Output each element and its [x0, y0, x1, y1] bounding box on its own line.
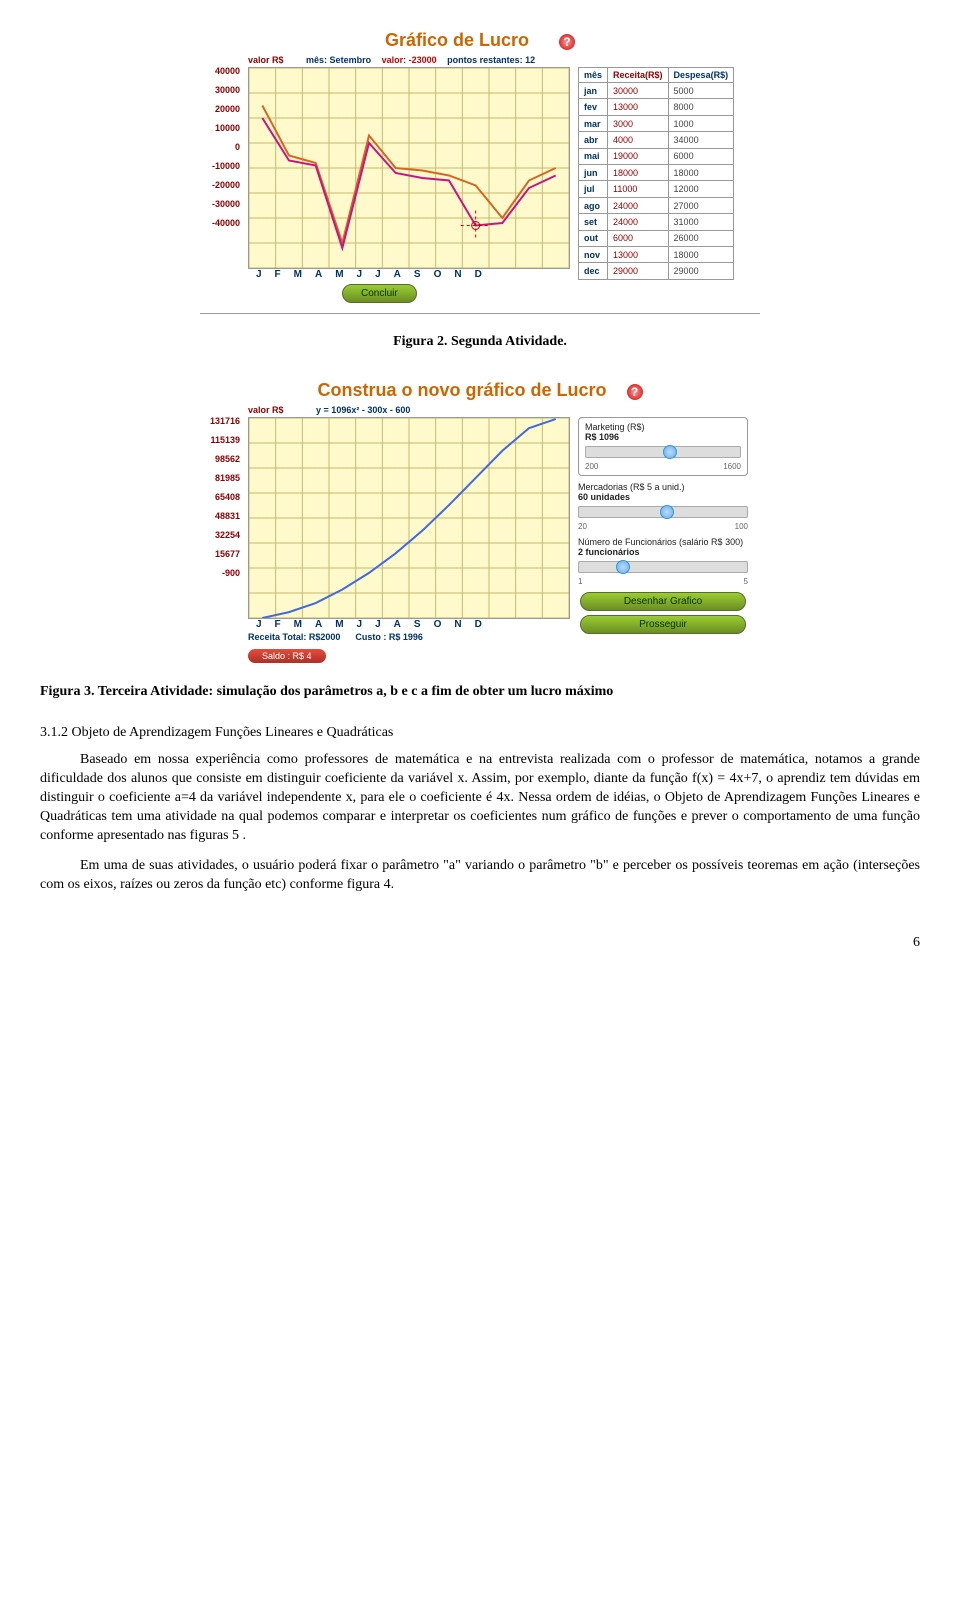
- chart2-xaxis: JFMAMJJASOND: [248, 619, 570, 630]
- help-icon[interactable]: ?: [559, 34, 575, 50]
- table-row: out600026000: [579, 230, 734, 246]
- chart1-xaxis: JFMAMJJASOND: [248, 269, 570, 280]
- marketing-slider[interactable]: [585, 446, 741, 458]
- desenhar-button[interactable]: Desenhar Grafico: [580, 592, 746, 611]
- figure-1-caption: Figura 2. Segunda Atividade.: [40, 334, 920, 350]
- saldo-badge: Saldo : R$ 4: [248, 649, 326, 663]
- help-icon[interactable]: ?: [627, 384, 643, 400]
- paragraph-1: Baseado em nossa experiência como profes…: [40, 751, 920, 845]
- table-row: set2400031000: [579, 214, 734, 230]
- chart2-plot[interactable]: [248, 417, 570, 619]
- mercadorias-slider[interactable]: [578, 506, 748, 518]
- table-row: ago2400027000: [579, 197, 734, 213]
- table-row: jul1100012000: [579, 181, 734, 197]
- figure-2: Construa o novo gráfico de Lucro ? valor…: [200, 380, 760, 664]
- funcionarios-slider[interactable]: [578, 561, 748, 573]
- table-row: mai190006000: [579, 148, 734, 164]
- chart2-title: Construa o novo gráfico de Lucro: [317, 380, 606, 401]
- table-row: fev130008000: [579, 99, 734, 115]
- page-number: 6: [40, 935, 920, 951]
- chart1-title: Gráfico de Lucro: [385, 30, 529, 51]
- figure-2-caption: Figura 3. Terceira Atividade: simulação …: [40, 684, 920, 700]
- table-row: jan300005000: [579, 83, 734, 99]
- table-row: jun1800018000: [579, 165, 734, 181]
- table-row: dec2900029000: [579, 263, 734, 280]
- chart1-meta: valor R$ mês: Setembro valor: -23000 pon…: [200, 53, 760, 67]
- prosseguir-button[interactable]: Prosseguir: [580, 615, 746, 634]
- parameters-panel: Marketing (R$) R$ 1096 2001600 Mercadori…: [578, 417, 748, 664]
- section-heading: 3.1.2 Objeto de Aprendizagem Funções Lin…: [40, 725, 920, 741]
- chart1-yaxis: 40000 30000 20000 10000 0 -10000 -20000 …: [200, 67, 240, 280]
- table-row: abr400034000: [579, 132, 734, 148]
- chart2-meta: valor R$ y = 1096x² - 300x - 600: [200, 403, 760, 417]
- paragraph-2: Em uma de suas atividades, o usuário pod…: [40, 857, 920, 895]
- chart1-table: mês Receita(R$) Despesa(R$) jan300005000…: [578, 67, 734, 280]
- concluir-button[interactable]: Concluir: [342, 284, 417, 303]
- chart1-plot[interactable]: // grid lines drawn after: [248, 67, 570, 269]
- chart2-yaxis: 131716 115139 98562 81985 65408 48831 32…: [200, 417, 240, 664]
- y-axis-title: valor R$: [248, 55, 284, 65]
- y-axis-title: valor R$: [248, 405, 284, 415]
- figure-1: Gráfico de Lucro ? valor R$ mês: Setembr…: [200, 30, 760, 314]
- table-row: mar30001000: [579, 115, 734, 131]
- table-row: nov1300018000: [579, 247, 734, 263]
